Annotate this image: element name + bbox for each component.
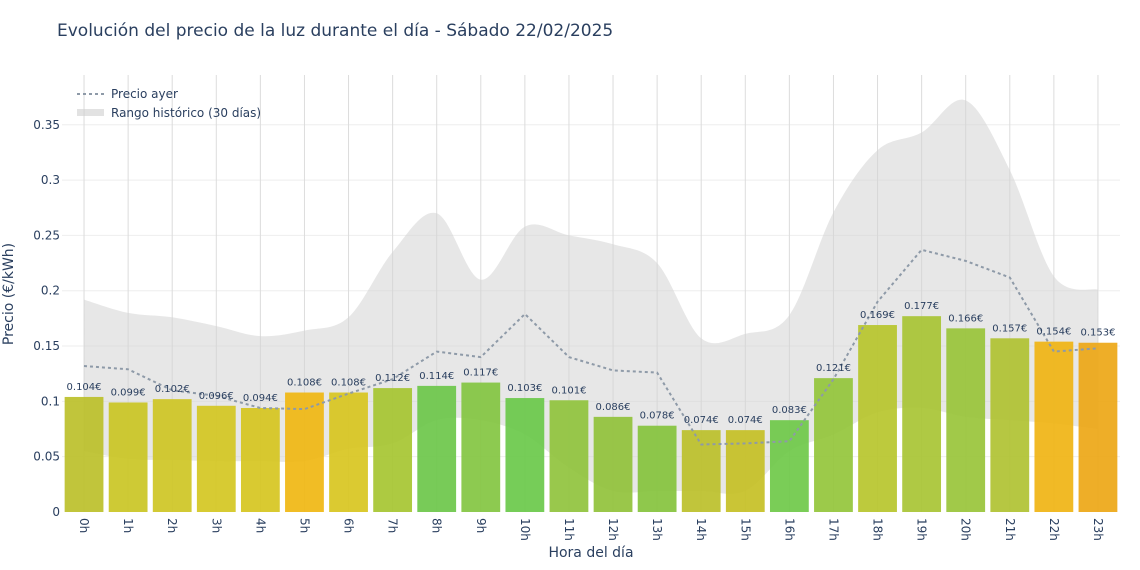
bar-value-label: 0.083€ — [772, 405, 807, 416]
bar-9h — [461, 382, 501, 512]
bar-20h — [946, 328, 986, 512]
bar-value-label: 0.169€ — [860, 310, 895, 321]
bar-18h — [858, 325, 897, 512]
x-tick-label: 1h — [121, 518, 135, 533]
x-tick-label: 12h — [606, 518, 620, 541]
x-tick-label: 2h — [165, 518, 179, 533]
bar-13h — [637, 425, 677, 512]
bar-value-label: 0.108€ — [287, 378, 322, 389]
bar-value-label: 0.094€ — [243, 393, 278, 404]
bar-11h — [549, 400, 589, 512]
x-tick-label: 8h — [430, 518, 444, 533]
x-tick-label: 21h — [1003, 518, 1017, 541]
x-tick-label: 7h — [386, 518, 400, 533]
bar-value-label: 0.108€ — [331, 378, 366, 389]
legend-band-swatch — [77, 109, 104, 116]
y-tick-label: 0.3 — [41, 173, 60, 187]
bar-value-label: 0.153€ — [1080, 328, 1115, 339]
y-tick-label: 0.15 — [33, 339, 60, 353]
bar-16h — [769, 420, 809, 512]
bar-0h — [64, 396, 104, 512]
historical-range-band — [84, 99, 1098, 494]
bar-value-label: 0.104€ — [67, 382, 102, 393]
x-tick-label: 14h — [694, 518, 708, 541]
x-tick-label: 13h — [650, 518, 664, 541]
x-tick-label: 22h — [1047, 518, 1061, 541]
y-tick-label: 0.2 — [41, 284, 60, 298]
bar-value-label: 0.177€ — [904, 301, 939, 312]
x-tick-label: 15h — [738, 518, 752, 541]
x-axis-title: Hora del día — [548, 545, 633, 561]
bar-value-label: 0.096€ — [199, 391, 234, 402]
bars — [64, 316, 1118, 512]
bar-12h — [593, 416, 633, 512]
bar-value-label: 0.103€ — [507, 383, 542, 394]
x-tick-label: 5h — [297, 518, 311, 533]
y-tick-label: 0.1 — [41, 394, 60, 408]
bar-value-label: 0.157€ — [992, 323, 1027, 334]
bar-value-label: 0.102€ — [155, 384, 190, 395]
yesterday-price-polyline — [83, 248, 1099, 446]
bar-10h — [505, 398, 545, 512]
x-tick-label: 0h — [77, 518, 91, 533]
legend: Precio ayer Rango histórico (30 días) — [77, 87, 261, 120]
bar-value-label: 0.112€ — [375, 373, 410, 384]
y-tick-label: 0 — [52, 505, 60, 519]
x-tick-label: 3h — [209, 518, 223, 533]
bar-value-label: 0.101€ — [551, 385, 586, 396]
bar-19h — [902, 316, 942, 512]
bar-7h — [373, 388, 413, 512]
bar-value-label: 0.078€ — [640, 411, 675, 422]
x-tick-label: 16h — [782, 518, 796, 541]
bar-14h — [681, 430, 721, 512]
legend-item-range: Rango histórico (30 días) — [111, 106, 261, 120]
axes: 0 0.05 0.1 0.15 0.2 0.25 0.3 0.35 0h 1h 2h 3h 4h 5h 6h… — [33, 118, 1105, 541]
bar-6h — [329, 392, 368, 512]
x-tick-label: 10h — [518, 518, 532, 541]
y-tick-label: 0.35 — [33, 118, 60, 132]
yesterday-price-line — [83, 248, 1099, 446]
y-tick-label: 0.05 — [33, 450, 60, 464]
y-tick-label: 0.25 — [33, 228, 60, 242]
bar-value-label: 0.154€ — [1036, 327, 1071, 338]
bar-value-label: 0.086€ — [596, 402, 631, 413]
bar-5h — [285, 392, 324, 512]
bar-4h — [240, 408, 280, 512]
x-tick-label: 20h — [959, 518, 973, 541]
bar-value-label: 0.074€ — [728, 415, 763, 426]
bar-22h — [1034, 341, 1074, 512]
y-axis-title: Precio (€/kWh) — [1, 243, 17, 345]
bar-value-label: 0.114€ — [419, 371, 454, 382]
bar-23h — [1078, 342, 1118, 512]
x-tick-label: 9h — [474, 518, 488, 533]
chart-title: Evolución del precio de la luz durante e… — [57, 21, 614, 41]
x-tick-label: 17h — [826, 518, 840, 541]
x-tick-label: 6h — [342, 518, 356, 533]
bar-value-label: 0.099€ — [111, 387, 146, 398]
bar-21h — [990, 338, 1030, 512]
x-tick-label: 19h — [915, 518, 929, 541]
bar-8h — [417, 385, 457, 512]
bar-value-label: 0.166€ — [948, 313, 983, 324]
legend-item-yesterday: Precio ayer — [111, 87, 178, 101]
bar-value-label: 0.117€ — [463, 368, 498, 379]
historical-range-area — [84, 99, 1098, 494]
bar-labels: 0.104€ 0.099€ 0.102€ 0.096€ 0.094€ 0.108€ 0.10… — [67, 301, 1116, 426]
x-tick-label: 23h — [1091, 518, 1105, 541]
x-tick-label: 11h — [562, 518, 576, 541]
x-tick-label: 18h — [871, 518, 885, 541]
bar-17h — [814, 378, 853, 512]
bar-value-label: 0.121€ — [816, 363, 851, 374]
bar-2h — [152, 399, 192, 512]
bar-value-label: 0.074€ — [684, 415, 719, 426]
bar-1h — [108, 402, 148, 512]
x-tick-label: 4h — [253, 518, 267, 533]
bar-3h — [196, 405, 236, 512]
